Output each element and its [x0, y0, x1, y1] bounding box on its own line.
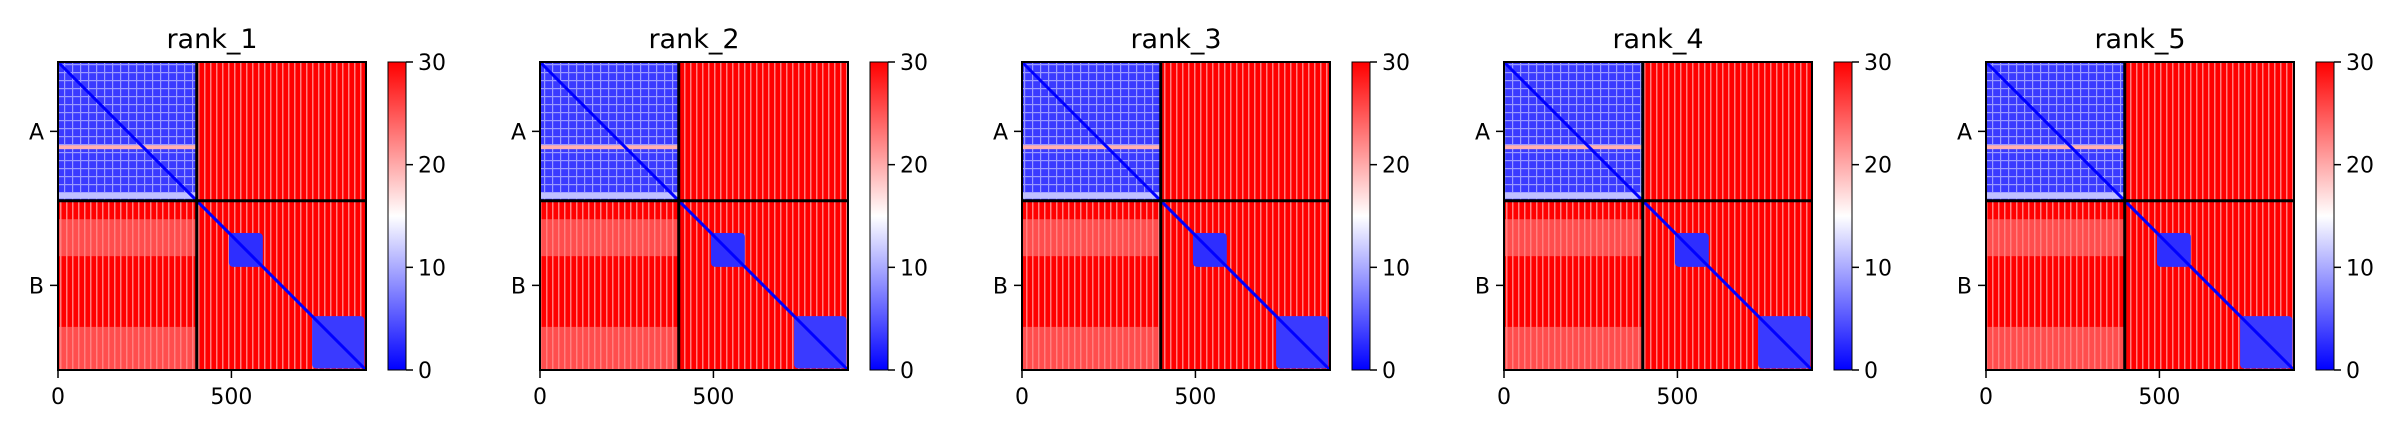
- block-b-a-strip-2: [1022, 326, 1161, 370]
- colorbar-tick-label: 10: [2346, 256, 2374, 281]
- block-b-a-strip-2: [1504, 326, 1643, 370]
- colorbar-tick-label: 0: [1382, 359, 1396, 384]
- colorbar-tick-label: 0: [900, 359, 914, 384]
- heatmap-panel-4: rank_4 A B 0 500 0 10 20 30: [1475, 24, 1892, 410]
- block-b-a-strip-1: [1022, 219, 1161, 257]
- block-b-a-strip-1: [58, 219, 197, 257]
- colorbar-tick-label: 10: [1382, 256, 1410, 281]
- block-b-a-strip-2: [1986, 326, 2125, 370]
- plot-frame: [1503, 61, 1813, 371]
- diagonal: [1020, 60, 1332, 372]
- colorbar-tick-label: 30: [900, 51, 928, 76]
- diagonal: [1502, 60, 1814, 372]
- x-tick-label: 500: [692, 385, 734, 410]
- y-tick-label: A: [993, 120, 1008, 145]
- colorbar-tick-label: 20: [2346, 154, 2374, 179]
- colorbar: [869, 61, 889, 371]
- x-tick-label: 500: [1174, 385, 1216, 410]
- heatmap-panel-1: rank_1 A B 0 500 0 10 20 30: [29, 24, 446, 410]
- diagonal: [56, 60, 368, 372]
- plot-frame: [1985, 61, 2295, 371]
- block-a-a-band: [1504, 145, 1643, 150]
- block-a-a-strip: [1022, 192, 1161, 199]
- heatmap-panel-2: rank_2 A B 0 500 0 10 20 30: [511, 24, 928, 410]
- diagonal: [538, 60, 850, 372]
- colorbar-tick-label: 0: [418, 359, 432, 384]
- block-a-a-band: [1986, 145, 2125, 150]
- block-a-a-strip: [1986, 192, 2125, 199]
- y-tick-label: A: [1475, 120, 1490, 145]
- colorbar-tick-label: 10: [900, 256, 928, 281]
- block-a-a-strip: [58, 192, 197, 199]
- colorbar: [1833, 61, 1853, 371]
- colorbar-tick-label: 20: [900, 154, 928, 179]
- y-tick-label: A: [1957, 120, 1972, 145]
- plot-frame: [539, 61, 849, 371]
- colorbar: [387, 61, 407, 371]
- x-tick-label: 0: [1015, 385, 1029, 410]
- x-tick-label: 500: [210, 385, 252, 410]
- x-tick-label: 500: [1656, 385, 1698, 410]
- colorbar: [1351, 61, 1371, 371]
- y-tick-label: B: [511, 274, 526, 299]
- panel-title: rank_5: [2094, 24, 2185, 55]
- colorbar-tick-label: 20: [1864, 154, 1892, 179]
- colorbar-tick-label: 0: [2346, 359, 2360, 384]
- panel-title: rank_1: [166, 24, 257, 55]
- colorbar-tick-label: 30: [2346, 51, 2374, 76]
- panel-title: rank_4: [1612, 24, 1703, 55]
- colorbar: [2315, 61, 2335, 371]
- block-a-a-strip: [1504, 192, 1643, 199]
- colorbar-tick-label: 10: [418, 256, 446, 281]
- x-tick-label: 500: [2138, 385, 2180, 410]
- block-a-a-band: [58, 145, 197, 150]
- colorbar-tick-label: 30: [418, 51, 446, 76]
- colorbar-tick-label: 20: [418, 154, 446, 179]
- block-b-a-strip-1: [540, 219, 679, 257]
- block-b-a-strip-1: [1986, 219, 2125, 257]
- panel-title: rank_3: [1130, 24, 1221, 55]
- y-tick-label: B: [29, 274, 44, 299]
- heatmap-panel-3: rank_3 A B 0 500 0 10 20 30: [993, 24, 1410, 410]
- colorbar-tick-label: 30: [1864, 51, 1892, 76]
- y-tick-label: A: [511, 120, 526, 145]
- y-tick-label: A: [29, 120, 44, 145]
- x-tick-label: 0: [1497, 385, 1511, 410]
- colorbar-tick-label: 30: [1382, 51, 1410, 76]
- colorbar-tick-label: 0: [1864, 359, 1878, 384]
- block-b-a-strip-1: [1504, 219, 1643, 257]
- colorbar-tick-label: 10: [1864, 256, 1892, 281]
- block-b-a-strip-2: [540, 326, 679, 370]
- y-tick-label: B: [1475, 274, 1490, 299]
- x-tick-label: 0: [533, 385, 547, 410]
- y-tick-label: B: [993, 274, 1008, 299]
- diagonal: [1984, 60, 2296, 372]
- block-b-a-strip-2: [58, 326, 197, 370]
- y-tick-label: B: [1957, 274, 1972, 299]
- panel-title: rank_2: [648, 24, 739, 55]
- x-tick-label: 0: [51, 385, 65, 410]
- block-a-a-band: [1022, 145, 1161, 150]
- plot-frame: [1021, 61, 1331, 371]
- heatmap-panel-5: rank_5 A B 0 500 0 10 20 30: [1957, 24, 2374, 410]
- plot-frame: [57, 61, 367, 371]
- block-a-a-strip: [540, 192, 679, 199]
- x-tick-label: 0: [1979, 385, 1993, 410]
- colorbar-tick-label: 20: [1382, 154, 1410, 179]
- block-a-a-band: [540, 145, 679, 150]
